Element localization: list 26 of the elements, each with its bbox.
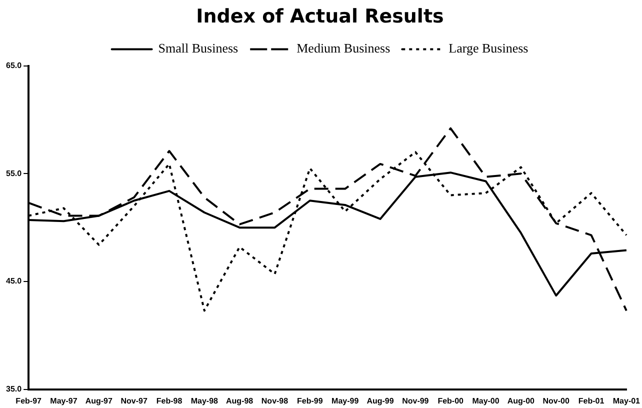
legend-label: Medium Business	[296, 40, 390, 56]
x-tick-label: Feb-00	[438, 396, 464, 406]
legend-label: Small Business	[158, 40, 238, 56]
x-tick-label: Feb-99	[297, 396, 324, 406]
y-tick-label: 45.0	[6, 276, 22, 286]
y-tick-label: 65.0	[6, 61, 22, 70]
y-tick-label: 35.0	[6, 384, 22, 394]
x-tick-label: May-00	[472, 396, 500, 406]
x-tick-label: Nov-97	[120, 396, 148, 406]
x-tick-label: Aug-99	[366, 396, 394, 406]
x-tick-label: May-98	[190, 396, 219, 406]
chart-title: Index of Actual Results	[196, 5, 444, 28]
x-tick-label: Feb-97	[16, 396, 42, 406]
x-tick-label: Aug-00	[507, 396, 536, 406]
x-tick-label: Nov-00	[542, 396, 570, 406]
x-tick-label: May-99	[332, 396, 360, 406]
y-tick-label: 55.0	[6, 168, 22, 178]
x-tick-label: Nov-98	[261, 396, 289, 406]
x-tick-label: May-01	[612, 396, 641, 406]
x-tick-label: Feb-98	[156, 396, 183, 406]
legend-label: Large Business	[448, 40, 528, 56]
x-tick-label: Aug-97	[85, 396, 114, 406]
x-tick-label: Nov-99	[402, 396, 430, 406]
x-tick-label: May-97	[50, 396, 78, 406]
x-tick-label: Aug-98	[226, 396, 254, 406]
x-tick-label: Feb-01	[578, 396, 605, 406]
